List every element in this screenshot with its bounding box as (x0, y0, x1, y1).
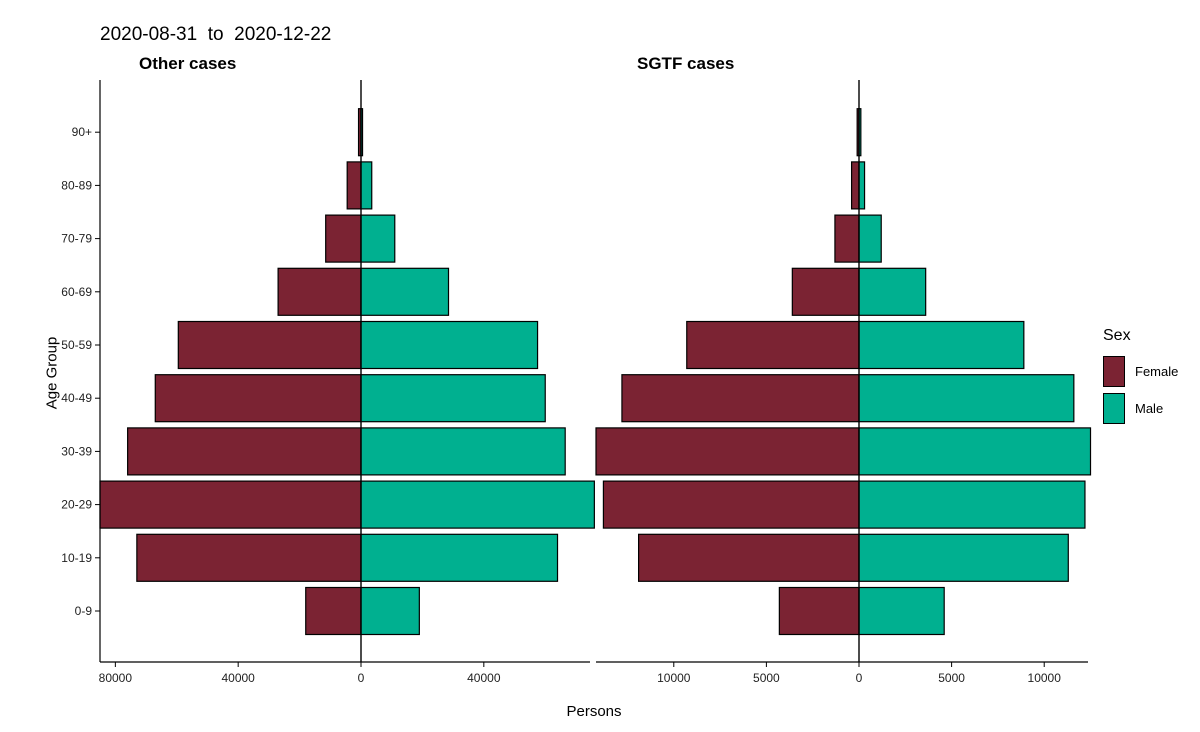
bar-male-10-19 (858, 533, 1069, 582)
panel-0: 80000 40000 0 40000 0-9 10-19 20-29 30-39 40-49 5… (61, 80, 595, 685)
bar-female-0-9 (305, 586, 362, 636)
bar-female-80-89 (850, 161, 860, 210)
y-tick-label-30-39: 30-39 (61, 444, 92, 458)
bar-female-70-79 (325, 214, 362, 263)
bar-female-0-9 (778, 586, 860, 636)
bar-male-30-39 (858, 427, 1092, 476)
x-tick-label: 40000 (467, 671, 501, 685)
y-tick-label-50-59: 50-59 (61, 338, 92, 352)
bar-male-80-89 (360, 161, 373, 210)
y-tick-label-70-79: 70-79 (61, 232, 92, 246)
y-axis-title: Age Group (43, 336, 61, 410)
panel-title-sgtf-cases: SGTF cases (637, 54, 735, 73)
bar-female-40-49 (154, 374, 362, 423)
bar-male-50-59 (360, 320, 539, 370)
bar-male-40-49 (858, 374, 1075, 423)
bar-female-40-49 (621, 374, 860, 423)
bar-male-70-79 (360, 214, 396, 263)
bar-male-20-29 (360, 480, 595, 529)
x-tick-label: 10000 (657, 671, 691, 685)
panel-title-other-cases: Other cases (139, 54, 237, 73)
x-tick-label: 40000 (221, 671, 255, 685)
x-axis-title: Persons (566, 703, 622, 720)
bar-female-20-29 (99, 480, 362, 529)
bar-male-0-9 (360, 586, 420, 636)
legend-swatch-female (1103, 356, 1125, 387)
legend-label-male: Male (1135, 401, 1164, 416)
legend-swatch-male (1103, 393, 1125, 424)
bar-male-60-69 (858, 267, 927, 316)
bar-female-10-19 (637, 533, 860, 582)
legend-item-male: Male (1103, 390, 1178, 427)
x-tick-label: 5000 (753, 671, 780, 685)
bar-male-50-59 (858, 320, 1025, 370)
bar-male-20-29 (858, 480, 1086, 529)
bar-female-70-79 (834, 214, 860, 263)
bar-male-70-79 (858, 214, 882, 263)
bar-female-80-89 (346, 161, 362, 210)
bar-female-50-59 (686, 320, 860, 370)
bar-female-60-69 (277, 267, 362, 316)
y-tick-label-0-9: 0-9 (75, 604, 93, 618)
legend: Sex Female Male (1103, 327, 1178, 427)
bar-female-30-39 (127, 427, 362, 476)
y-tick-label-60-69: 60-69 (61, 285, 92, 299)
x-tick-label: 10000 (1028, 671, 1062, 685)
x-tick-label: 0 (856, 671, 863, 685)
panel-1: 10000 5000 0 5000 10000 (595, 80, 1092, 685)
bar-female-50-59 (177, 320, 362, 370)
x-tick-label: 80000 (99, 671, 133, 685)
bar-male-10-19 (360, 533, 559, 582)
y-tick-label-40-49: 40-49 (61, 391, 92, 405)
legend-label-female: Female (1135, 364, 1179, 379)
legend-item-female: Female (1103, 353, 1178, 390)
bar-male-40-49 (360, 374, 546, 423)
x-tick-label: 5000 (938, 671, 965, 685)
bar-female-30-39 (595, 427, 860, 476)
y-tick-label-80-89: 80-89 (61, 178, 92, 192)
x-tick-label: 0 (358, 671, 365, 685)
bar-male-0-9 (858, 586, 945, 636)
y-tick-label-20-29: 20-29 (61, 498, 92, 512)
bar-female-10-19 (136, 533, 362, 582)
y-tick-label-10-19: 10-19 (61, 551, 92, 565)
bar-male-80-89 (858, 161, 866, 210)
bar-male-60-69 (360, 267, 450, 316)
bar-male-30-39 (360, 427, 566, 476)
bar-female-60-69 (791, 267, 860, 316)
date-range-title: 2020-08-31 to 2020-12-22 (100, 24, 332, 45)
bar-female-20-29 (602, 480, 860, 529)
y-tick-label-90+: 90+ (72, 125, 92, 139)
legend-title: Sex (1103, 327, 1131, 344)
